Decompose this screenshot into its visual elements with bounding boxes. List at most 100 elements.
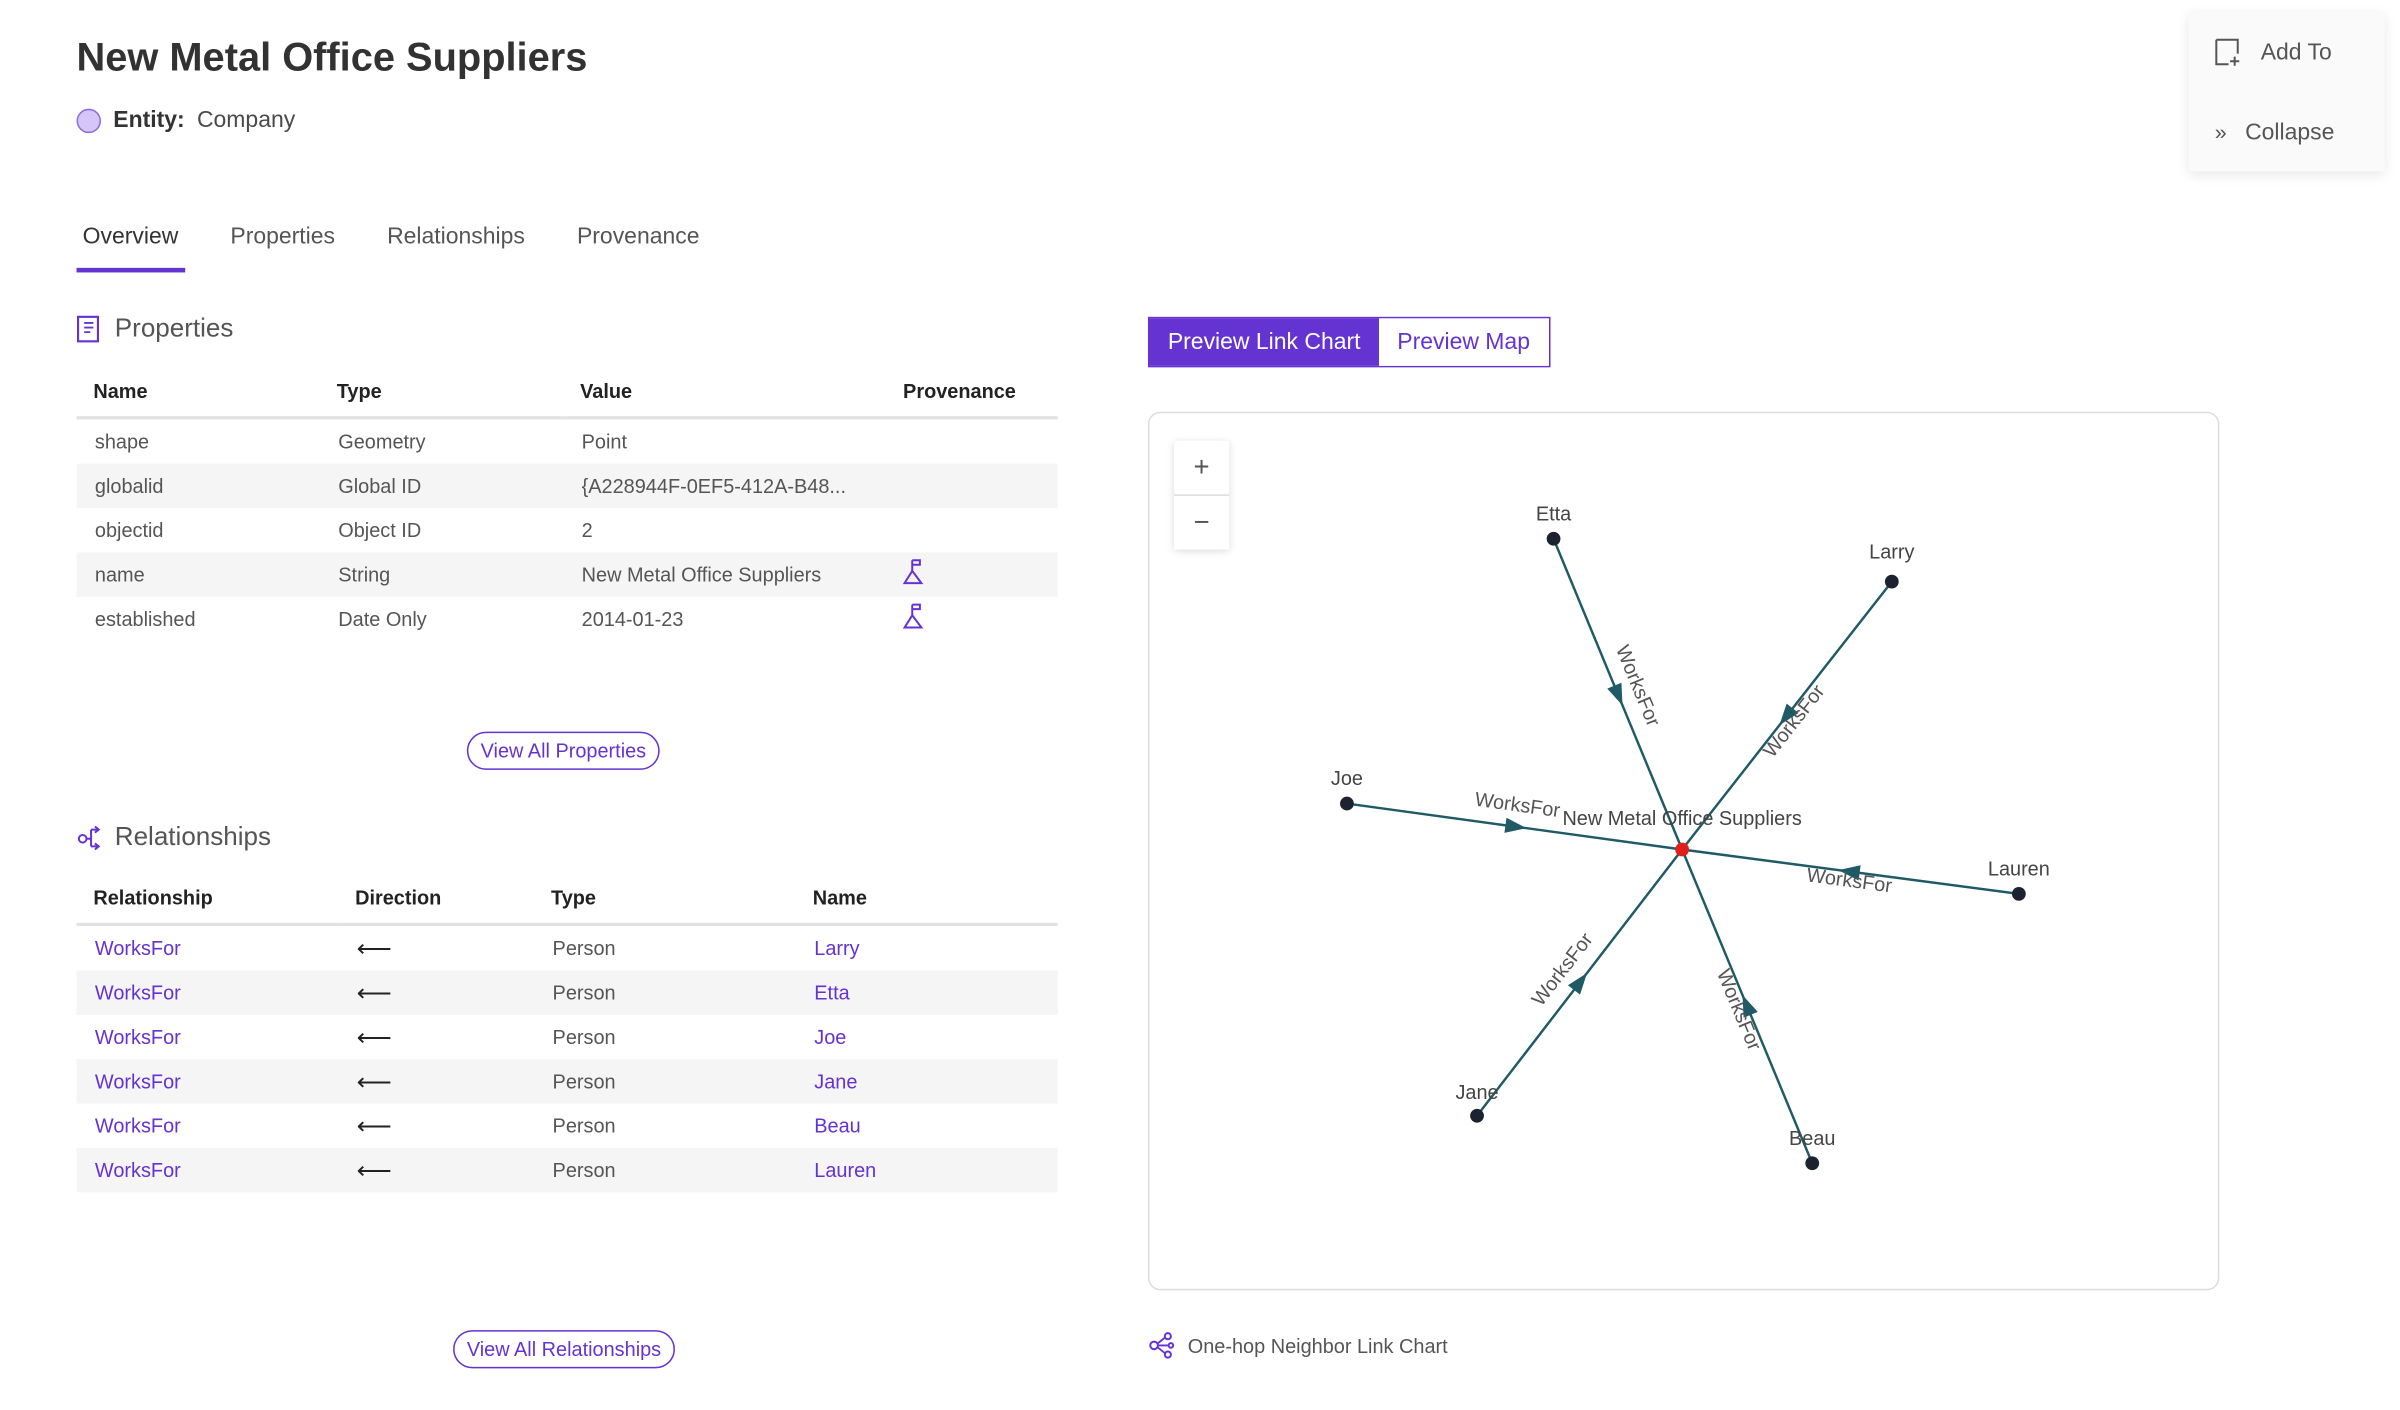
relationship-relationship[interactable]: WorksFor <box>76 1147 339 1193</box>
property-type: String <box>319 552 564 597</box>
property-name: shape <box>94 430 150 454</box>
properties-section-header: Properties <box>76 314 233 345</box>
view-all-relationships-button[interactable]: View All Relationships <box>453 1330 675 1369</box>
relationship-row: WorksFor ⟵ Person Lauren <box>76 1147 1058 1193</box>
col-value: Value <box>563 373 887 420</box>
relationship-type: Person <box>534 970 796 1015</box>
relationship-relationship[interactable]: WorksFor <box>94 1025 181 1049</box>
node-label: Lauren <box>1988 859 2050 881</box>
relationship-row: WorksFor ⟵ Person Larry <box>77 924 1058 970</box>
entity-circle-icon <box>76 107 102 133</box>
property-type: Global ID <box>319 463 564 509</box>
relationship-name[interactable]: Beau <box>814 1114 861 1138</box>
relationship-name[interactable]: Joe <box>814 1025 847 1049</box>
edge-arrow <box>1742 995 1758 1018</box>
relationship-relationship[interactable]: WorksFor <box>94 1114 181 1138</box>
property-name: objectid <box>94 518 164 542</box>
relationship-direction: ⟵ <box>356 935 392 962</box>
add-to-button[interactable]: Add To <box>2189 12 2385 92</box>
side-actions: Add To » Collapse <box>2188 12 2385 172</box>
provenance-cell <box>886 463 1058 509</box>
node-label: Etta <box>1536 503 1572 525</box>
collapse-button[interactable]: » Collapse <box>2189 92 2385 172</box>
edge-label: WorksFor <box>1759 680 1829 761</box>
col-name: Name <box>76 373 320 420</box>
provenance-cell <box>886 597 1057 641</box>
provenance-icon[interactable] <box>902 603 926 631</box>
edge-arrow <box>1567 972 1588 995</box>
provenance-icon[interactable] <box>902 559 926 587</box>
relationship-relationship[interactable]: WorksFor <box>76 1059 339 1104</box>
tab-overview[interactable]: Overview <box>76 223 185 273</box>
collapse-label: Collapse <box>2245 118 2335 145</box>
tab-provenance[interactable]: Provenance <box>576 223 700 250</box>
person-node <box>2011 886 2026 901</box>
property-row: name String New Metal Office Suppliers <box>76 552 1058 597</box>
property-row: globalid Global ID {A228944F-0EF5-412A-B48… <box>76 463 1058 509</box>
relationship-name[interactable]: Larry <box>814 936 860 960</box>
center-node-label: New Metal Office Suppliers <box>1562 808 1801 830</box>
person-node <box>1340 796 1354 811</box>
link-chart-panel[interactable] <box>1147 411 2220 1291</box>
col-relationship: Relationship <box>76 880 339 927</box>
relationships-icon <box>77 824 101 850</box>
edge-label: WorksFor <box>1473 789 1561 822</box>
relationship-name[interactable]: Etta <box>795 970 1058 1015</box>
zoom-controls: + − <box>1173 440 1230 550</box>
property-name: established <box>94 607 196 631</box>
property-row: shape Geometry Point <box>77 418 1058 464</box>
relationship-direction: ⟵ <box>356 1113 392 1140</box>
tab-properties[interactable]: Properties <box>230 223 336 250</box>
col-name: Name <box>795 880 1058 927</box>
edge-arrow <box>1607 682 1623 706</box>
edge-label: WorksFor <box>1528 929 1598 1011</box>
relationship-name[interactable]: Lauren <box>795 1147 1058 1193</box>
property-name: globalid <box>76 463 320 509</box>
relationship-row: WorksFor ⟵ Person Etta <box>76 970 1058 1015</box>
tab-bar: Overview Properties Relationships Proven… <box>76 223 706 273</box>
person-node <box>1546 531 1561 546</box>
preview-map-button[interactable]: Preview Map <box>1378 318 1549 366</box>
add-to-icon <box>2215 38 2240 66</box>
property-type: Object ID <box>338 518 422 542</box>
center-node <box>1675 842 1690 857</box>
relationship-relationship[interactable]: WorksFor <box>94 936 181 960</box>
view-all-properties-button[interactable]: View All Properties <box>466 731 660 770</box>
node-label: Jane <box>1455 1082 1498 1104</box>
property-value: New Metal Office Suppliers <box>563 552 887 597</box>
relationship-row: WorksFor ⟵ Person Jane <box>76 1059 1058 1104</box>
relationship-direction: ⟵ <box>338 1059 535 1104</box>
properties-table: Name Type Value Provenance shape Geometry… <box>76 373 1058 641</box>
relationship-direction: ⟵ <box>338 970 535 1015</box>
edge-arrow <box>1504 817 1527 833</box>
col-provenance: Provenance <box>886 373 1058 420</box>
person-node <box>1884 574 1899 589</box>
property-name: name <box>76 552 320 597</box>
entity-type: Entity: Company <box>76 107 296 134</box>
preview-link-chart-button[interactable]: Preview Link Chart <box>1149 318 1379 366</box>
person-node <box>1470 1108 1484 1123</box>
relationship-relationship[interactable]: WorksFor <box>76 970 339 1015</box>
property-row: objectid Object ID 2 <box>77 508 1058 552</box>
zoom-out-button[interactable]: − <box>1193 506 1210 538</box>
preview-toggle: Preview Link Chart Preview Map <box>1147 316 1550 368</box>
entity-value: Company <box>196 107 296 134</box>
relationships-title: Relationships <box>114 821 272 852</box>
relationship-row: WorksFor ⟵ Person Joe <box>77 1015 1058 1059</box>
page-title: New Metal Office Suppliers <box>76 33 588 80</box>
node-label: Larry <box>1869 542 1914 564</box>
zoom-in-button[interactable]: + <box>1173 441 1230 496</box>
edge-arrow <box>1779 703 1799 726</box>
node-label: Beau <box>1789 1128 1835 1150</box>
node-label: Joe <box>1331 768 1363 790</box>
relationship-type: Person <box>552 1114 616 1138</box>
tab-relationships[interactable]: Relationships <box>387 223 525 250</box>
edge-label: WorksFor <box>1712 966 1765 1054</box>
relationship-name[interactable]: Jane <box>795 1059 1058 1104</box>
relationship-type: Person <box>552 936 616 960</box>
link-chart-icon <box>1149 1332 1175 1359</box>
person-node <box>1805 1156 1820 1171</box>
provenance-cell <box>886 552 1058 597</box>
caption-text: One-hop Neighbor Link Chart <box>1187 1333 1448 1357</box>
